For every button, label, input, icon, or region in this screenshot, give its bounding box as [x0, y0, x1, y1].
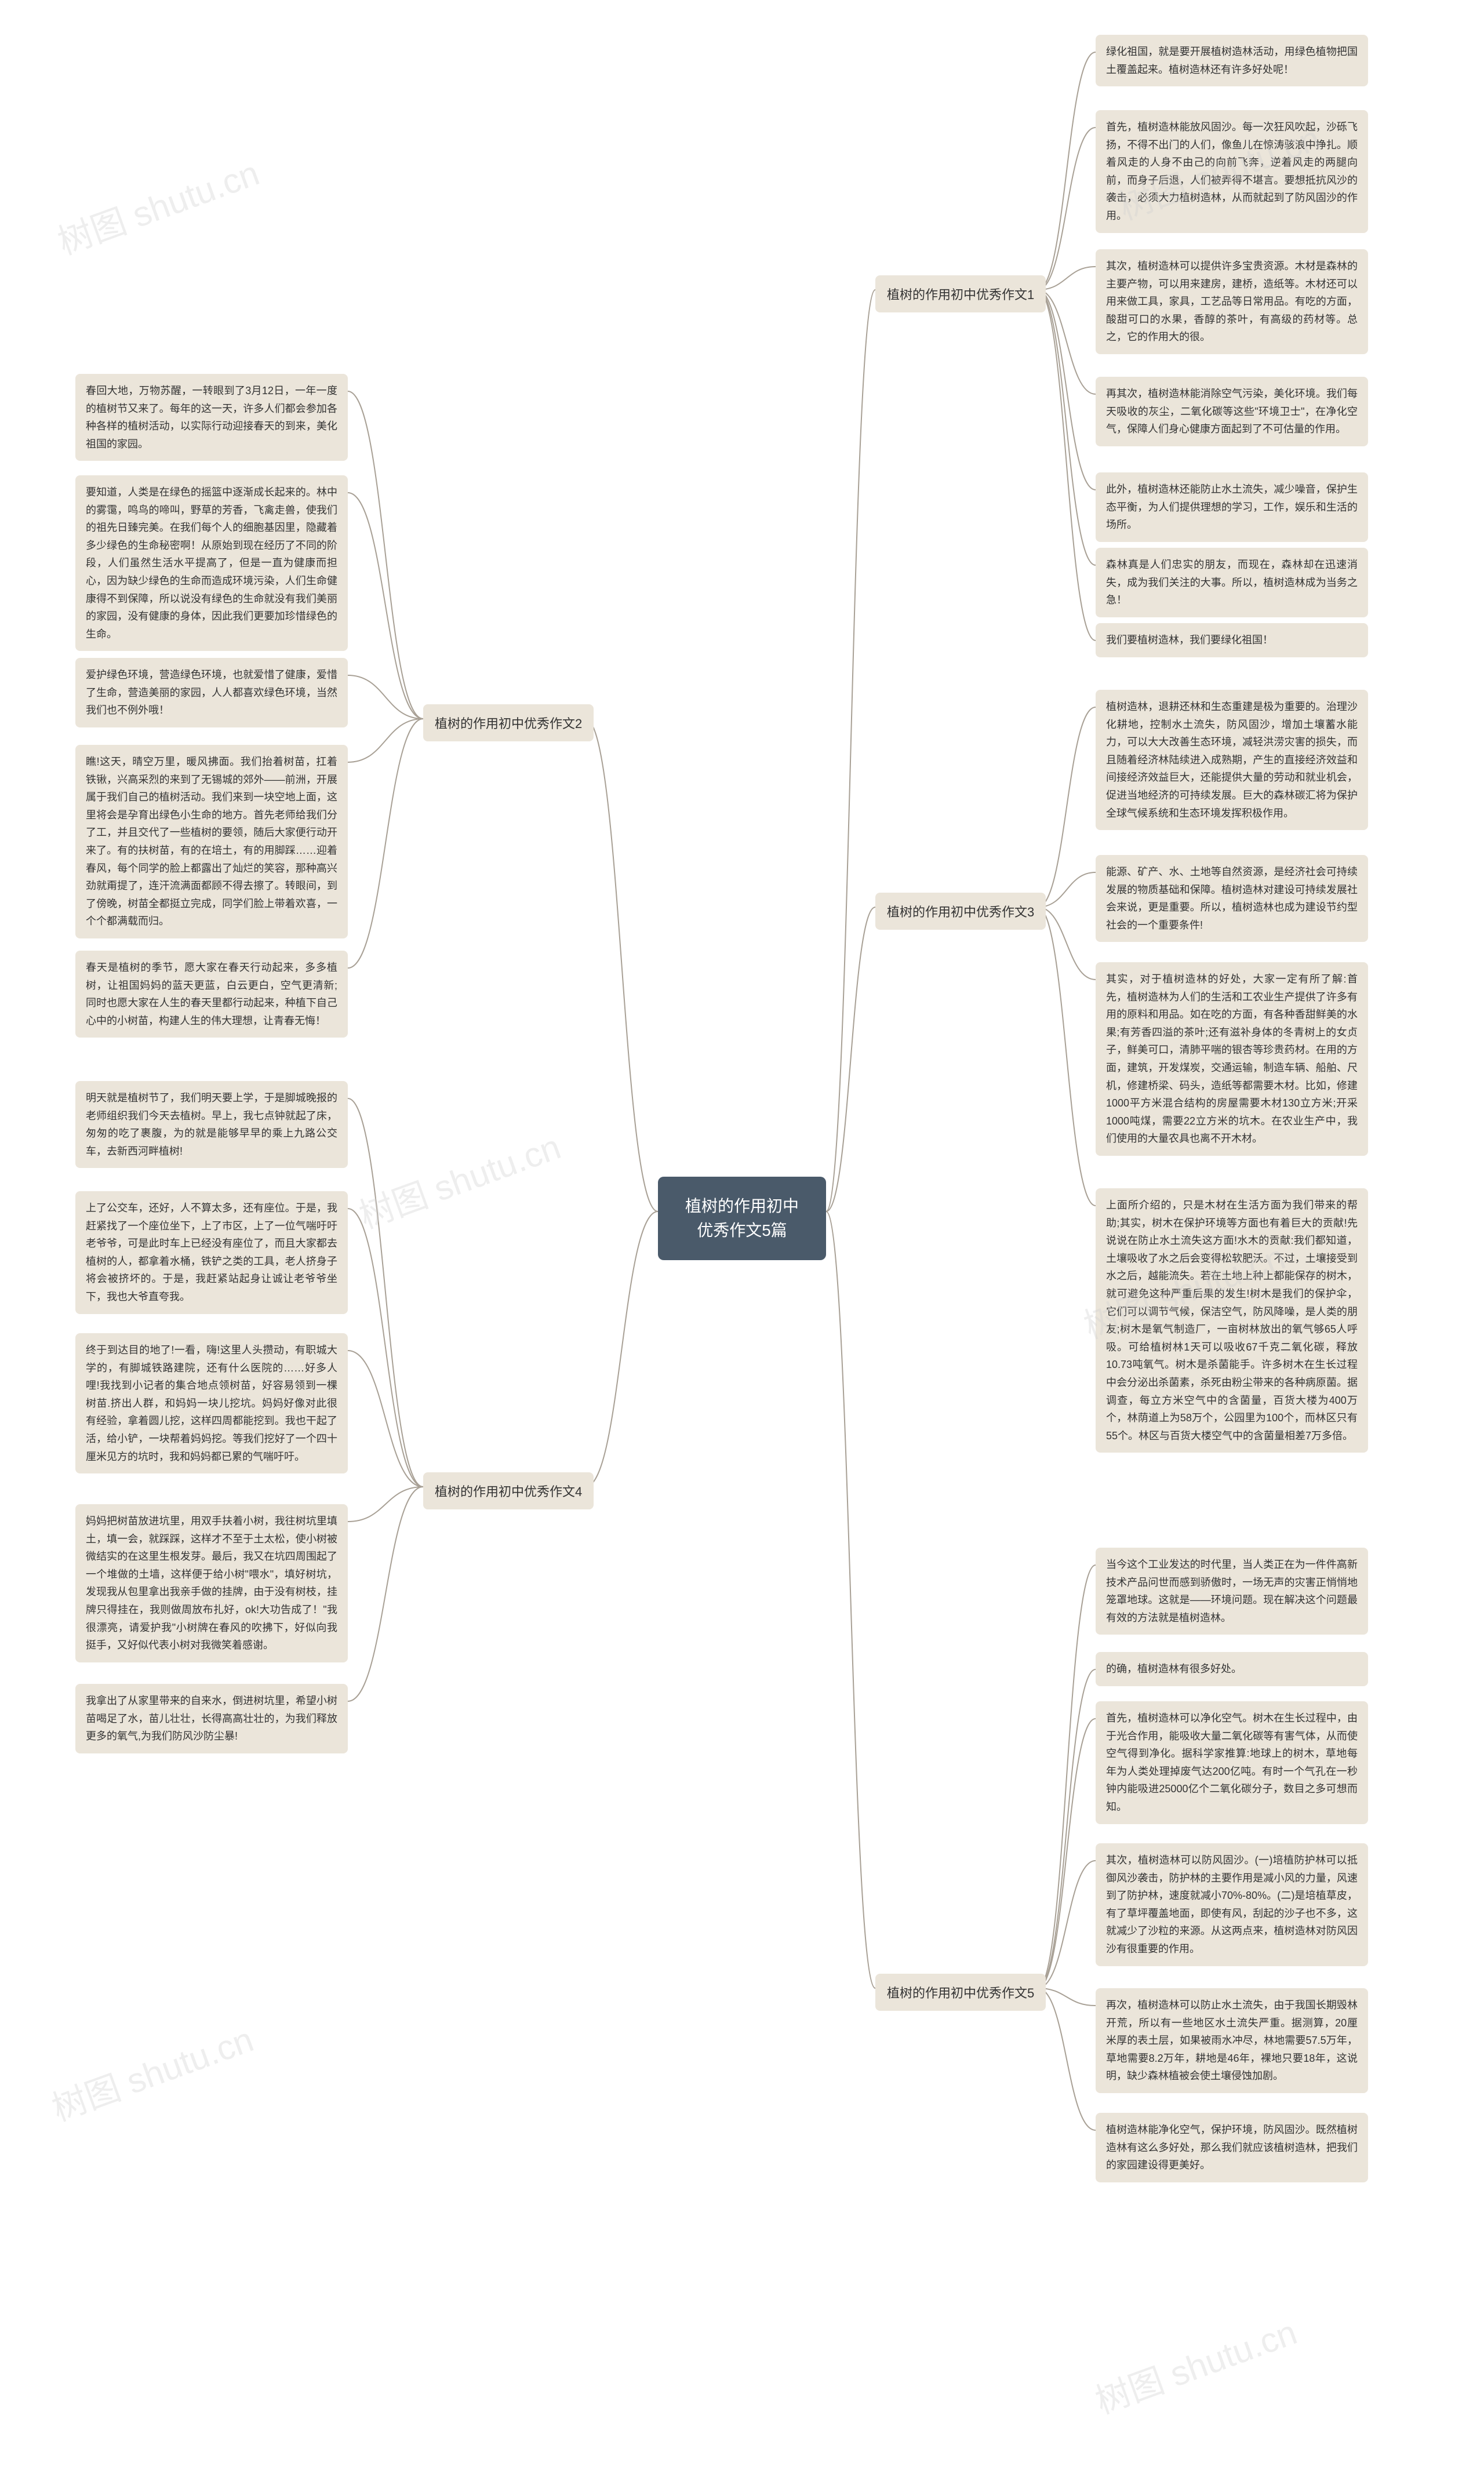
leaf-b2-0: 春回大地，万物苏醒，一转眼到了3月12日，一年一度的植树节又来了。每年的这一天，…	[75, 374, 348, 461]
leaf-b4-0: 明天就是植树节了，我们明天要上学，于是脚城晚报的老师组织我们今天去植树。早上，我…	[75, 1081, 348, 1168]
branch-b1: 植树的作用初中优秀作文1	[875, 275, 1046, 312]
leaf-b4-1: 上了公交车，还好，人不算太多，还有座位。于是，我赶紧找了一个座位坐下，上了市区，…	[75, 1191, 348, 1314]
branch-b2: 植树的作用初中优秀作文2	[423, 704, 594, 741]
leaf-b5-3: 其次，植树造林可以防风固沙。(一)培植防护林可以抵御风沙袭击，防护林的主要作用是…	[1096, 1843, 1368, 1966]
branch-b4: 植树的作用初中优秀作文4	[423, 1472, 594, 1509]
leaf-b2-1: 要知道，人类是在绿色的摇篮中逐渐成长起来的。林中的雾霭，鸣鸟的啼叫，野草的芳香，…	[75, 475, 348, 651]
leaf-b3-1: 能源、矿产、水、土地等自然资源，是经济社会可持续发展的物质基础和保障。植树造林对…	[1096, 855, 1368, 942]
watermark-2: 树图 shutu.cn	[351, 1119, 566, 1238]
leaf-b1-2: 其次，植树造林可以提供许多宝贵资源。木材是森林的主要产物，可以用来建房，建桥，造…	[1096, 249, 1368, 354]
leaf-b1-0: 绿化祖国，就是要开展植树造林活动，用绿色植物把国土覆盖起来。植树造林还有许多好处…	[1096, 35, 1368, 86]
branch-b3: 植树的作用初中优秀作文3	[875, 893, 1046, 930]
leaf-b5-1: 的确，植树造林有很多好处。	[1096, 1652, 1368, 1686]
center-node: 植树的作用初中优秀作文5篇	[658, 1177, 826, 1260]
leaf-b2-2: 爱护绿色环境，营造绿色环境，也就爱惜了健康，爱惜了生命，营造美丽的家园，人人都喜…	[75, 658, 348, 727]
leaf-b5-4: 再次，植树造林可以防止水土流失，由于我国长期毁林开荒，所以有一些地区水土流失严重…	[1096, 1988, 1368, 2093]
leaf-b3-3: 上面所介绍的，只是木材在生活方面为我们带来的帮助;其实，树木在保护环境等方面也有…	[1096, 1188, 1368, 1453]
leaf-b3-0: 植树造林，退耕还林和生态重建是极为重要的。治理沙化耕地，控制水土流失，防风固沙，…	[1096, 690, 1368, 830]
leaf-b1-5: 森林真是人们忠实的朋友，而现在，森林却在迅速消失，成为我们关注的大事。所以，植树…	[1096, 548, 1368, 617]
center-text: 植树的作用初中优秀作文5篇	[685, 1197, 799, 1239]
leaf-b1-3: 再其次，植树造林能消除空气污染，美化环境。我们每天吸收的灰尘，二氧化碳等这些"环…	[1096, 377, 1368, 446]
watermark-4: 树图 shutu.cn	[44, 2011, 259, 2131]
leaf-b4-2: 终于到达目的地了!一看，嗨!这里人头攒动，有职城大学的，有脚城铁路建院，还有什么…	[75, 1333, 348, 1473]
leaf-b5-0: 当今这个工业发达的时代里，当人类正在为一件件高新技术产品问世而感到骄傲时，一场无…	[1096, 1548, 1368, 1635]
watermark-0: 树图 shutu.cn	[50, 145, 265, 264]
leaf-b3-2: 其实，对于植树造林的好处，大家一定有所了解:首先，植树造林为人们的生活和工农业生…	[1096, 962, 1368, 1156]
leaf-b5-2: 首先，植树造林可以净化空气。树木在生长过程中，由于光合作用，能吸收大量二氧化碳等…	[1096, 1701, 1368, 1824]
watermark-5: 树图 shutu.cn	[1087, 2304, 1303, 2424]
leaf-b1-1: 首先，植树造林能放风固沙。每一次狂风吹起，沙砾飞扬，不得不出门的人们，像鱼儿在惊…	[1096, 110, 1368, 233]
branch-b5: 植树的作用初中优秀作文5	[875, 1974, 1046, 2011]
leaf-b5-5: 植树造林能净化空气，保护环境，防风固沙。既然植树造林有这么多好处，那么我们就应该…	[1096, 2113, 1368, 2182]
leaf-b4-3: 妈妈把树苗放进坑里，用双手扶着小树，我往树坑里填土，填一会，就踩踩，这样才不至于…	[75, 1504, 348, 1662]
leaf-b2-3: 瞧!这天，晴空万里，暖风拂面。我们抬着树苗，扛着铁锹，兴高采烈的来到了无锡城的郊…	[75, 745, 348, 938]
leaf-b1-6: 我们要植树造林，我们要绿化祖国！	[1096, 623, 1368, 657]
leaf-b1-4: 此外，植树造林还能防止水土流失，减少噪音，保护生态平衡，为人们提供理想的学习，工…	[1096, 472, 1368, 542]
leaf-b2-4: 春天是植树的季节，愿大家在春天行动起来，多多植树，让祖国妈妈的蓝天更蓝，白云更白…	[75, 951, 348, 1038]
leaf-b4-4: 我拿出了从家里带来的自来水，倒进树坑里，希望小树苗喝足了水，苗儿壮壮，长得高高壮…	[75, 1684, 348, 1753]
